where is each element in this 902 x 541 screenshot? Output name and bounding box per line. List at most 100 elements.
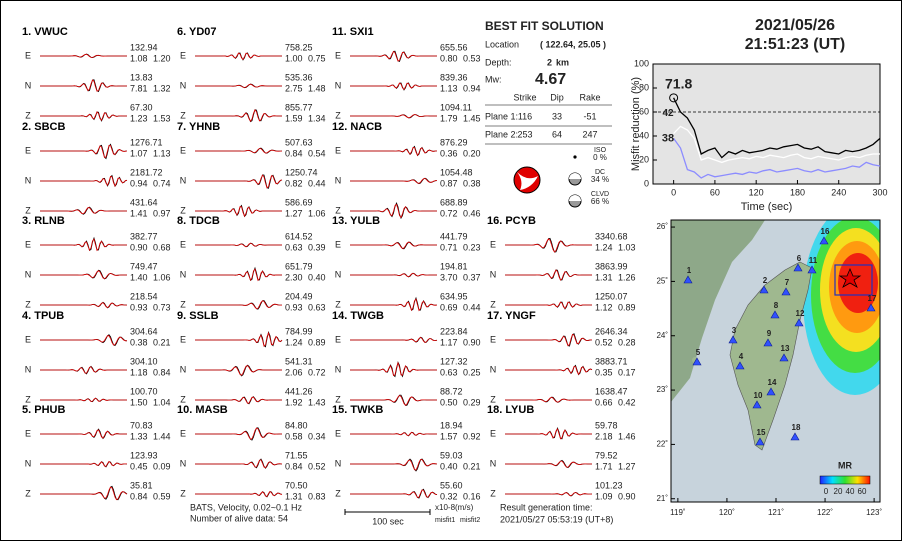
component: E — [335, 50, 341, 60]
misfit2: 0.44 — [308, 178, 326, 188]
station-marker — [728, 335, 738, 344]
amplitude: 651.79 — [285, 261, 313, 271]
misfit2: 1.48 — [308, 83, 326, 93]
component: N — [335, 458, 342, 468]
misfit2: 1.32 — [153, 83, 171, 93]
station-id: 8 — [774, 301, 779, 310]
solution-title: BEST FIT SOLUTION — [485, 19, 604, 33]
waveform — [195, 396, 282, 404]
waveform — [40, 302, 128, 309]
y-tick-label: 40 — [639, 130, 649, 140]
misfit1: 0.63 — [285, 242, 303, 252]
amplitude: 70.50 — [285, 480, 308, 490]
misfit1: 1.41 — [130, 208, 148, 218]
amplitude: 3340.68 — [595, 231, 628, 241]
column-header: Rake — [579, 92, 600, 102]
misfit1: 2.30 — [285, 272, 303, 282]
station-name: 17. YNGF — [487, 310, 536, 322]
misfit2: 0.75 — [308, 53, 326, 63]
amplitude: 1276.71 — [130, 137, 163, 147]
misfit1: 0.87 — [440, 178, 458, 188]
misfit1: 2.75 — [285, 83, 303, 93]
waveform — [350, 394, 437, 406]
amplitude: 855.77 — [285, 102, 313, 112]
annotation: 71.8 — [665, 76, 692, 92]
y-tick-label: 60 — [639, 106, 649, 116]
component: Z — [335, 488, 341, 498]
component: E — [180, 145, 186, 155]
waveform — [505, 492, 593, 497]
waveform — [195, 206, 282, 218]
station-name: 15. TWKB — [332, 404, 383, 416]
component: N — [490, 364, 497, 374]
station-marker — [683, 275, 693, 284]
colorbar-label: 60 — [858, 487, 867, 496]
station-marker — [793, 263, 803, 272]
waveform — [40, 145, 128, 159]
waveform — [195, 365, 282, 376]
waveform — [40, 486, 128, 501]
amplitude: 507.63 — [285, 137, 313, 147]
scale-label: 100 sec — [372, 516, 404, 526]
plane-value: 64 — [552, 129, 562, 139]
station-name: 11. SXI1 — [332, 26, 374, 38]
y-axis-label: Misfit reduction (%) — [630, 77, 642, 171]
station-id: 7 — [785, 278, 790, 287]
misfit1: 0.80 — [440, 53, 458, 63]
misfit1: 7.81 — [130, 83, 148, 93]
station-id: 5 — [696, 348, 701, 357]
station-id: 2 — [763, 276, 768, 285]
misfit2: 1.04 — [153, 397, 171, 407]
amplitude: 59.78 — [595, 420, 618, 430]
x-tick-label: 240 — [831, 187, 846, 197]
lon-label: 119˚ — [670, 508, 686, 517]
amplitude: 535.36 — [285, 72, 313, 82]
depth-label: Depth: — [485, 57, 512, 67]
time: 21:51:23 (UT) — [745, 36, 845, 53]
component: Z — [490, 299, 496, 309]
component: E — [335, 145, 341, 155]
y-tick-label: 80 — [639, 82, 649, 92]
misfit1: 1.17 — [440, 337, 458, 347]
station-marker — [790, 432, 800, 441]
lat-label: 24˚ — [656, 331, 668, 340]
amplitude: 541.31 — [285, 356, 313, 366]
component: Z — [335, 299, 341, 309]
component: Z — [25, 394, 31, 404]
component: Z — [490, 394, 496, 404]
component: N — [25, 458, 32, 468]
station-name: 12. NACB — [332, 121, 382, 133]
misfit1: 0.40 — [440, 461, 458, 471]
amplitude: 1054.48 — [440, 167, 473, 177]
misfit2: 0.94 — [463, 83, 481, 93]
waveform — [40, 207, 127, 214]
misfit1: 0.93 — [130, 302, 148, 312]
station-marker — [779, 353, 789, 362]
location-label: Location — [485, 39, 519, 49]
misfit2-legend: misfit2 — [460, 517, 480, 524]
misfit2: 0.40 — [308, 272, 326, 282]
station-marker — [781, 287, 791, 296]
start-marker — [669, 93, 679, 103]
colorbar-label: 40 — [846, 487, 855, 496]
station-marker — [759, 285, 769, 294]
plane-value: 253 — [517, 129, 532, 139]
misfit1: 1.31 — [285, 491, 303, 501]
amplitude: 2181.72 — [130, 167, 163, 177]
misfit1: 0.93 — [285, 302, 303, 312]
component: E — [335, 239, 341, 249]
x-tick-label: 300 — [872, 187, 887, 197]
component: E — [490, 428, 496, 438]
component: E — [25, 145, 31, 155]
amplitude: 304.10 — [130, 356, 158, 366]
misfit1: 0.94 — [130, 178, 148, 188]
waveform — [195, 427, 282, 440]
lon-label: 122˚ — [817, 508, 833, 517]
misfit1: 0.50 — [440, 397, 458, 407]
component: Z — [335, 205, 341, 215]
misfit2: 1.26 — [618, 272, 636, 282]
amplitude: 1638.47 — [595, 386, 628, 396]
misfit2: 1.20 — [153, 53, 171, 63]
lat-label: 22˚ — [656, 440, 668, 449]
component: E — [490, 334, 496, 344]
